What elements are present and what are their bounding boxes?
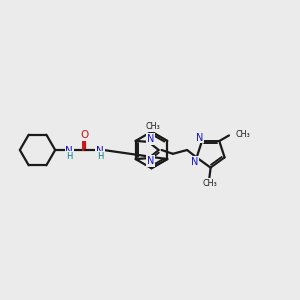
Text: N: N: [147, 134, 154, 144]
Text: N: N: [65, 146, 73, 156]
Text: N: N: [147, 156, 154, 166]
Text: N: N: [96, 146, 104, 156]
Text: CH₃: CH₃: [146, 122, 160, 131]
Text: N: N: [190, 157, 198, 166]
Text: H: H: [66, 152, 73, 161]
Text: CH₃: CH₃: [236, 130, 250, 139]
Text: CH₃: CH₃: [203, 179, 218, 188]
Text: N: N: [196, 133, 203, 142]
Text: H: H: [97, 152, 103, 161]
Text: O: O: [80, 130, 89, 140]
